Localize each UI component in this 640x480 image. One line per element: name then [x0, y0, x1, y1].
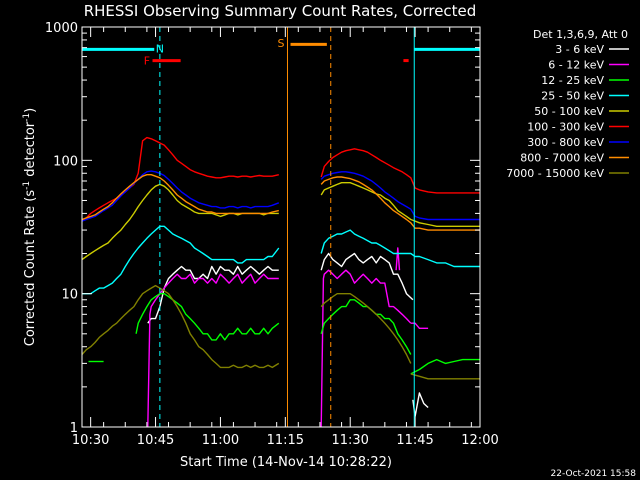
- series-line-100-300-kev-2: [320, 148, 480, 194]
- series-line-6-12-kev-4: [410, 322, 429, 329]
- chart-title: RHESSI Observing Summary Count Rates, Co…: [84, 2, 477, 20]
- series-line-7000-15000-kev-3: [410, 373, 480, 380]
- y-tick-label: 10: [61, 288, 78, 303]
- legend-label-50-100-kev: 50 - 100 keV: [534, 105, 604, 118]
- y-axis-label-end: ): [23, 108, 38, 113]
- x-tick-label: 11:00: [202, 433, 239, 448]
- timestamp: 22-Oct-2021 15:58: [551, 469, 637, 479]
- series-line-12-25-kev-2: [135, 293, 280, 341]
- flag-bars: [82, 42, 480, 63]
- legend-label-25-50-kev: 25 - 50 keV: [541, 90, 604, 103]
- series-line-25-50-kev-1: [82, 225, 280, 295]
- plot-lines: [81, 136, 480, 428]
- series-line-6-12-kev-2: [320, 269, 412, 428]
- x-tick-label: 12:00: [461, 433, 498, 448]
- legend-label-100-300-kev: 100 - 300 keV: [527, 121, 604, 134]
- x-tick-label: 11:15: [267, 433, 304, 448]
- x-tick-label: 10:30: [72, 433, 109, 448]
- x-axis-label: Start Time (14-Nov-14 10:28:22): [180, 455, 392, 470]
- flag-label-s: S: [278, 37, 285, 50]
- legend-title: Det 1,3,6,9, Att 0: [533, 28, 628, 41]
- x-tick-label: 10:45: [137, 433, 174, 448]
- legend-label-12-25-kev: 12 - 25 keV: [541, 74, 604, 87]
- series-line-12-25-kev-3: [320, 299, 412, 355]
- plot-frame: [81, 26, 481, 428]
- series-line-300-800-kev-2: [320, 171, 480, 221]
- series-line-50-100-kev-2: [320, 181, 480, 228]
- series-line-7000-15000-kev-1: [81, 284, 280, 369]
- series-line-3-6-kev-2: [320, 252, 414, 301]
- legend: Det 1,3,6,9, Att 0 3 - 6 keV 6 - 12 keV 12…: [506, 28, 629, 180]
- legend-label-6-12-kev: 6 - 12 keV: [548, 59, 604, 72]
- series-line-25-50-kev-2: [320, 229, 480, 268]
- y-axis-label-mid: detector: [23, 121, 38, 181]
- series-line-12-25-kev-4: [410, 358, 480, 375]
- legend-label-300-800-kev: 300 - 800 keV: [527, 136, 604, 149]
- series-line-6-12-kev-1: [147, 273, 279, 428]
- x-tick-label: 11:45: [396, 433, 433, 448]
- y-tick-label: 1: [70, 421, 78, 436]
- flag-label-n: N: [156, 42, 164, 55]
- y-axis-label-sup1: -1: [22, 181, 32, 190]
- y-axis-label: Corrected Count Rate (s-1 detector-1): [22, 108, 38, 346]
- series-line-3-6-kev-1: [147, 265, 279, 324]
- flag-label-f: F: [144, 55, 150, 68]
- y-axis-label-sup2: -1: [22, 113, 32, 122]
- series-line-7000-15000-kev-2: [320, 293, 412, 364]
- series-line-6-12-kev-3: [395, 247, 401, 271]
- legend-label-7000-15000-kev: 7000 - 15000 keV: [506, 167, 604, 180]
- y-tick-label: 100: [53, 154, 78, 169]
- series-line-3-6-kev-3: [412, 392, 429, 418]
- series-line-800-7000-kev-2: [320, 176, 480, 231]
- flag-vertical-lines: [159, 27, 481, 427]
- y-tick-label: 1000: [45, 21, 78, 36]
- series-line-300-800-kev-1: [81, 170, 280, 222]
- x-tick-label: 11:30: [331, 433, 368, 448]
- series-line-50-100-kev-1: [81, 183, 279, 261]
- legend-label-800-7000-kev: 800 - 7000 keV: [520, 152, 604, 165]
- legend-label-3-6-kev: 3 - 6 keV: [555, 43, 604, 56]
- flag-annotations: NF S: [144, 37, 285, 68]
- y-axis-label-main: Corrected Count Rate (s: [23, 190, 38, 347]
- series-line-800-7000-kev-1: [81, 173, 279, 221]
- plot-axes: 1 10 100 1000 10:30 10:45 11:00 11:15 11:30 11:45…: [45, 21, 499, 448]
- series-line-100-300-kev-1: [81, 136, 279, 222]
